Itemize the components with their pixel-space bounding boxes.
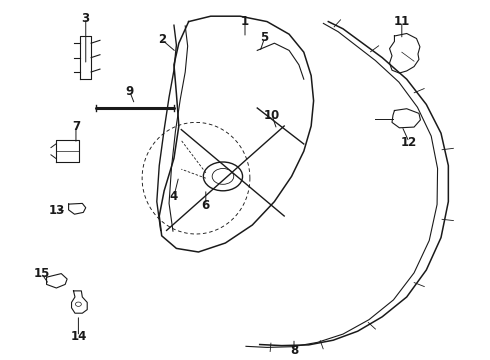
Text: 5: 5	[261, 31, 269, 44]
Text: 14: 14	[70, 330, 87, 343]
Text: 12: 12	[401, 136, 417, 149]
Text: 4: 4	[170, 190, 178, 203]
Text: 13: 13	[48, 204, 65, 217]
Text: 9: 9	[126, 85, 134, 98]
Text: 6: 6	[202, 199, 210, 212]
Text: 15: 15	[33, 267, 50, 280]
Text: 8: 8	[290, 345, 298, 357]
Text: 3: 3	[82, 12, 90, 24]
Text: 1: 1	[241, 15, 249, 28]
Text: 7: 7	[72, 120, 80, 132]
Text: 2: 2	[158, 33, 166, 46]
Text: 10: 10	[264, 109, 280, 122]
Text: 11: 11	[393, 15, 410, 28]
